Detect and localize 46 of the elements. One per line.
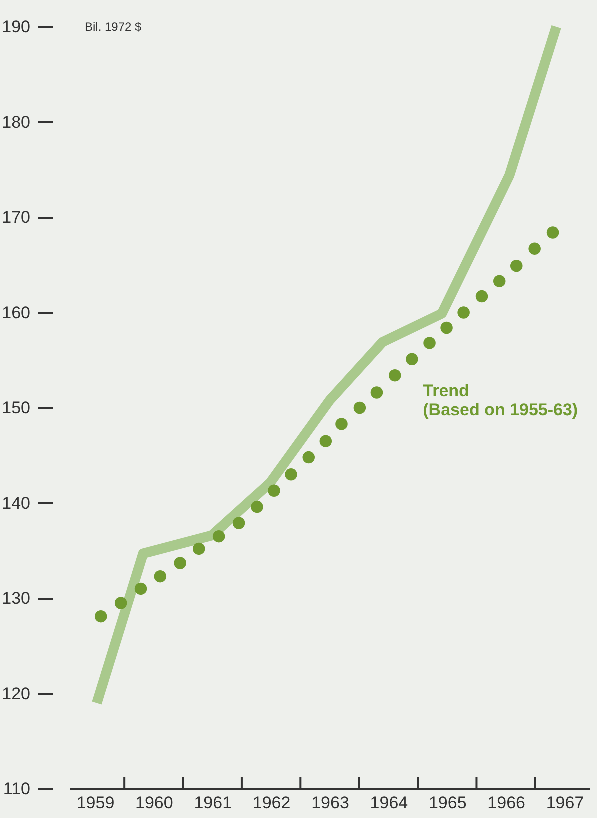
x-tick-label: 1966 [488,794,526,812]
point [528,242,541,256]
point [424,337,436,350]
x-tick-label: 1961 [194,794,232,812]
point [268,484,280,497]
point [302,451,315,464]
y-tick-label: 160 [2,303,30,322]
point [370,386,384,399]
point [192,542,206,556]
point [251,500,264,514]
y-axis-title: Bil. 1972 $ [85,20,142,34]
point [232,517,246,530]
point [114,597,128,610]
point [154,570,167,583]
y-tick-label: 130 [2,589,30,608]
y-tick-label: 180 [2,112,30,132]
x-tick-label: 1959 [76,794,115,812]
point [458,306,470,319]
x-tick-label: 1964 [370,794,408,812]
point [476,290,488,303]
point [134,582,148,596]
x-tick-label: 1963 [312,794,350,812]
point [174,557,186,570]
point [354,402,366,414]
point [212,530,226,543]
point [94,610,108,623]
point [320,435,332,448]
point [336,418,348,430]
point [546,226,560,239]
point [493,275,506,288]
y-tick-label: 170 [2,208,30,227]
y-tick-label: 190 [2,18,30,36]
point [389,370,402,382]
point [510,260,523,272]
x-tick-label: 1960 [136,794,174,812]
series-label: Trend (Based on 1955-63) [423,382,578,420]
y-tick-label: 140 [2,494,30,513]
y-tick-label: 150 [2,398,30,418]
x-tick-label: 1965 [428,794,467,812]
y-tick-label: 110 [3,780,30,798]
x-tick-label: 1967 [546,794,584,812]
point [406,353,418,366]
point [440,322,453,334]
y-tick-label: 120 [2,684,30,704]
x-tick-label: 1962 [252,794,291,812]
point [285,468,298,481]
